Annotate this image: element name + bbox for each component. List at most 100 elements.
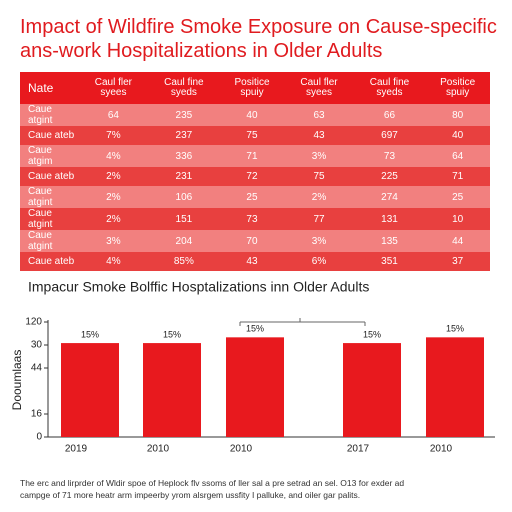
table-cell: 4% [78,252,149,271]
table-row: Caue atgim 4% 336 71 3% 73 64 [20,145,490,167]
table-cell: 231 [148,167,220,186]
chart: Impacur Smoke Bolffic Hosptalizations in… [10,279,495,455]
table-cell: 75 [284,167,354,186]
table-cell: 3% [78,230,149,252]
table-cell: 2% [284,186,354,208]
footer-line: The erc and lirprder of Wldir spoe of He… [20,478,405,488]
table-cell: 2% [78,167,149,186]
table-cell: Caue ateb [20,252,79,271]
table-cell: Caue atgim [20,145,79,167]
column-header: Nate [20,72,79,104]
table-cell: 131 [353,208,426,230]
x-tick-label: 2010 [430,444,453,455]
table-cell: 70 [219,230,285,252]
table-cell: 77 [284,208,354,230]
table-cell: 7% [78,126,149,145]
footer-line: campge of 71 more heatr arm impeerby yro… [20,490,361,500]
table-cell: 63 [284,104,354,126]
column-header: Positice spuiy [219,72,285,104]
table-cell: 25 [219,186,285,208]
table-cell: 151 [148,208,220,230]
table-cell: 66 [353,104,426,126]
table-row: Caue atgint 2% 106 25 2% 274 25 [20,186,490,208]
table-cell: 37 [425,252,490,271]
table-cell: Caue atgint [20,186,79,208]
chart-title: Impacur Smoke Bolffic Hosptalizations in… [28,279,369,295]
table-cell: 72 [219,167,285,186]
y-tick-label: 0 [36,432,42,443]
table-cell: 73 [353,145,426,167]
table-cell: Caue ateb [20,167,79,186]
annotation: 15% [246,324,264,334]
table-cell: 225 [353,167,426,186]
table-cell: 3% [284,145,354,167]
table-cell: 135 [353,230,426,252]
table-row: Caue ateb 4% 85% 43 6% 351 37 [20,252,490,271]
table-cell: 4% [78,145,149,167]
bar [226,337,284,437]
table-cell: 235 [148,104,220,126]
column-header: Caul fler syees [284,72,354,104]
table-row: Caue atgint 64 235 40 63 66 80 [20,104,490,126]
header-row: Nate Caul fler syees Caul fine syeds Positi… [20,72,490,104]
table-cell: 3% [284,230,354,252]
column-header: Caul fler syees [78,72,149,104]
table-cell: 2% [78,208,149,230]
x-tick-label: 2017 [347,444,370,455]
bar [343,343,401,437]
table-cell: 43 [284,126,354,145]
y-tick-label: 30 [31,340,43,351]
y-tick-label: 44 [31,363,43,374]
title-line: Impact of Wildfire Smoke Exposure on Cau… [20,16,497,38]
table-cell: 2% [78,186,149,208]
table-cell: 44 [425,230,490,252]
x-tick-label: 2019 [65,444,88,455]
bar [143,343,201,437]
bar [426,337,484,437]
table-row: Caue ateb 2% 231 72 75 225 71 [20,167,490,186]
table-cell: 73 [219,208,285,230]
table-cell: 237 [148,126,220,145]
y-tick-label: 16 [31,409,43,420]
table-cell: 64 [78,104,149,126]
table-cell: 106 [148,186,220,208]
x-tick-label: 2010 [147,444,170,455]
table-cell: 336 [148,145,220,167]
annotation: 15% [446,324,464,334]
table-cell: 80 [425,104,490,126]
table-cell: Caue atgint [20,104,79,126]
table-cell: 351 [353,252,426,271]
table-cell: Caue ateb [20,126,79,145]
table-row: Caue atgint 2% 151 73 77 131 10 [20,208,490,230]
column-header: Caul fine syeds [148,72,220,104]
table-cell: 274 [353,186,426,208]
table-cell: 25 [425,186,490,208]
table-cell: 40 [219,104,285,126]
bracket [239,318,366,326]
annotation: 15% [363,329,381,339]
table-cell: 85% [148,252,220,271]
x-tick-label: 2010 [230,444,253,455]
column-header: Positice spuiy [425,72,490,104]
table-row: Caue atgint 3% 204 70 3% 135 44 [20,230,490,252]
table-cell: 43 [219,252,285,271]
table-cell: 75 [219,126,285,145]
table-cell: 697 [353,126,426,145]
table-row: Caue ateb 7% 237 75 43 697 40 [20,126,490,145]
y-tick-label: 120 [25,317,42,328]
table-cell: 204 [148,230,220,252]
title-line: ans-work Hospitalizations in Older Adult… [20,40,383,62]
column-header: Caul fine syeds [353,72,426,104]
table-cell: Caue atgint [20,208,79,230]
table-cell: 10 [425,208,490,230]
data-table: Nate Caul fler syees Caul fine syeds Positi… [20,72,490,271]
table-cell: 71 [219,145,285,167]
y-axis-label: Dooumlaas [10,350,24,411]
table-cell: 6% [284,252,354,271]
table-cell: 71 [425,167,490,186]
annotation: 15% [81,329,99,339]
table-cell: Caue atgint [20,230,79,252]
bar [61,343,119,437]
table-cell: 40 [425,126,490,145]
